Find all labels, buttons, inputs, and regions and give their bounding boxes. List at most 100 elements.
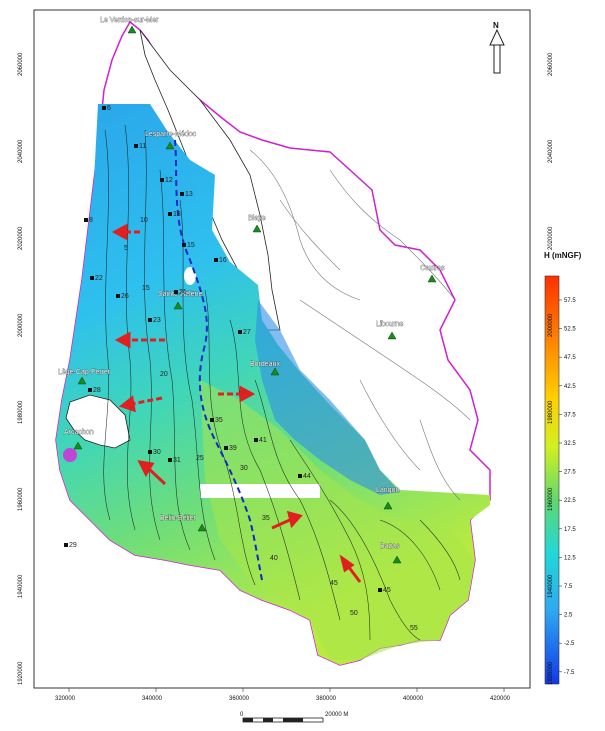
x-axis: 320000 340000 360000 380000 400000 420000	[55, 688, 511, 702]
y-tick-label: 1940000	[18, 574, 24, 598]
color-legend: H (mNGF) 57.5 52.5 47.5 42.5 37.5 32.5 27.5 22.…	[544, 251, 582, 685]
scale-bar: 0 20000 M	[240, 712, 348, 723]
well-id: 39	[229, 445, 237, 452]
contour-label: 20	[160, 371, 168, 378]
place-name: Belin-Béliet	[160, 515, 195, 522]
legend-tick-label: 52.5	[564, 327, 576, 333]
groundwater-divide	[174, 139, 263, 581]
well-id: 31	[173, 457, 181, 464]
arcachon-gap	[63, 448, 77, 462]
well-id: 15	[187, 242, 195, 249]
well-marker	[182, 243, 186, 247]
legend-tick-label: 32.5	[564, 441, 576, 447]
well-marker	[148, 318, 152, 322]
place-marker	[427, 274, 437, 283]
contour-value-labels: 5 10 15 20 25 30 35 40 45 50 55	[124, 217, 418, 632]
well-marker	[90, 276, 94, 280]
y-tick-label: 2040000	[18, 139, 24, 163]
well-id: 29	[69, 542, 77, 549]
y-tick-label-right: 1980000	[548, 400, 554, 424]
x-tick-label: 320000	[55, 696, 76, 702]
place-marker	[387, 331, 397, 340]
north-arrow: N	[489, 21, 505, 74]
well-marker	[210, 418, 214, 422]
well-marker	[168, 212, 172, 216]
well-markers: 6 8 11 12 13 15 16 18 21 22 23 26 27 28 29 30 31 35 39 41 44…	[64, 105, 391, 594]
well-marker	[148, 450, 152, 454]
place-name: Le Verdon-sur-Mer	[100, 17, 159, 24]
place-marker	[127, 25, 137, 34]
place-name: Sainte-Hélène	[158, 291, 202, 298]
well-marker	[134, 144, 138, 148]
legend-tick-label: 22.5	[564, 498, 576, 504]
well-id: 41	[259, 437, 267, 444]
place-marker	[73, 441, 83, 450]
place-name: Arcachon	[64, 429, 94, 436]
place-name: Lège-Cap-Ferret	[58, 369, 110, 376]
well-id: 26	[121, 293, 129, 300]
legend-tick-label: 42.5	[564, 384, 576, 390]
well-marker	[238, 330, 242, 334]
y-tick-label-right: 1960000	[548, 487, 554, 511]
place-marker	[77, 376, 87, 385]
eastern-zone	[255, 300, 400, 495]
place-name: Langon	[376, 487, 399, 494]
legend-ticks: 57.5 52.5 47.5 42.5 37.5 32.5 27.5 22.5 17.5 12.5…	[559, 298, 576, 676]
y-tick-label: 1980000	[18, 400, 24, 424]
place-marker	[392, 555, 402, 564]
well-id: 18	[173, 211, 181, 218]
y-tick-label-right: 1920000	[548, 661, 554, 685]
legend-tick-label: 37.5	[564, 412, 576, 418]
contour-label: 45	[330, 580, 338, 587]
well-marker	[88, 388, 92, 392]
flow-arrows	[111, 223, 362, 583]
legend-title: H (mNGF)	[544, 251, 582, 260]
contour-label: 25	[196, 455, 204, 462]
well-id: 21	[179, 289, 187, 296]
well-marker	[254, 438, 258, 442]
place-marker	[252, 224, 262, 233]
well-marker	[214, 258, 218, 262]
place-name: Libourne	[376, 321, 403, 328]
scale-zero: 0	[240, 712, 244, 718]
legend-tick-label: -2.5	[564, 641, 575, 647]
x-tick-label: 340000	[142, 696, 163, 702]
well-id: 27	[243, 329, 251, 336]
well-marker	[84, 218, 88, 222]
place-marker	[270, 367, 280, 376]
arcachon-bay	[65, 394, 131, 449]
high-head-zone	[200, 380, 475, 660]
well-id: 28	[93, 387, 101, 394]
y-tick-label: 2020000	[18, 226, 24, 250]
contour-label: 40	[270, 555, 278, 562]
well-id: 44	[303, 473, 311, 480]
legend-tick-label: 17.5	[564, 527, 576, 533]
place-name: Bazas	[380, 543, 400, 550]
place-labels: Le Verdon-sur-Mer Lesparre-Médoc Blaye Cout…	[58, 17, 445, 564]
contour-label: 35	[262, 515, 270, 522]
well-id: 30	[153, 449, 161, 456]
data-gap	[184, 267, 196, 285]
y-tick-label-right: 2000000	[548, 313, 554, 337]
x-tick-label: 420000	[490, 696, 511, 702]
north-label: N	[493, 21, 499, 30]
contour-label: 30	[240, 465, 248, 472]
y-tick-label-right: 2020000	[548, 226, 554, 250]
contour-label: 10	[140, 217, 148, 224]
legend-tick-label: 57.5	[564, 298, 576, 304]
well-marker	[174, 290, 178, 294]
place-name: Blaye	[248, 215, 266, 222]
legend-tick-label: 47.5	[564, 355, 576, 361]
place-name: Bordeaux	[250, 361, 280, 368]
well-marker	[224, 446, 228, 450]
well-marker	[116, 294, 120, 298]
legend-tick-label: 27.5	[564, 470, 576, 476]
legend-tick-label: -7.5	[564, 670, 575, 676]
x-tick-label: 360000	[229, 696, 250, 702]
well-marker	[64, 543, 68, 547]
y-tick-label-right: 2060000	[548, 52, 554, 76]
well-id: 23	[153, 317, 161, 324]
contour-label: 50	[350, 610, 358, 617]
x-tick-label: 380000	[316, 696, 337, 702]
